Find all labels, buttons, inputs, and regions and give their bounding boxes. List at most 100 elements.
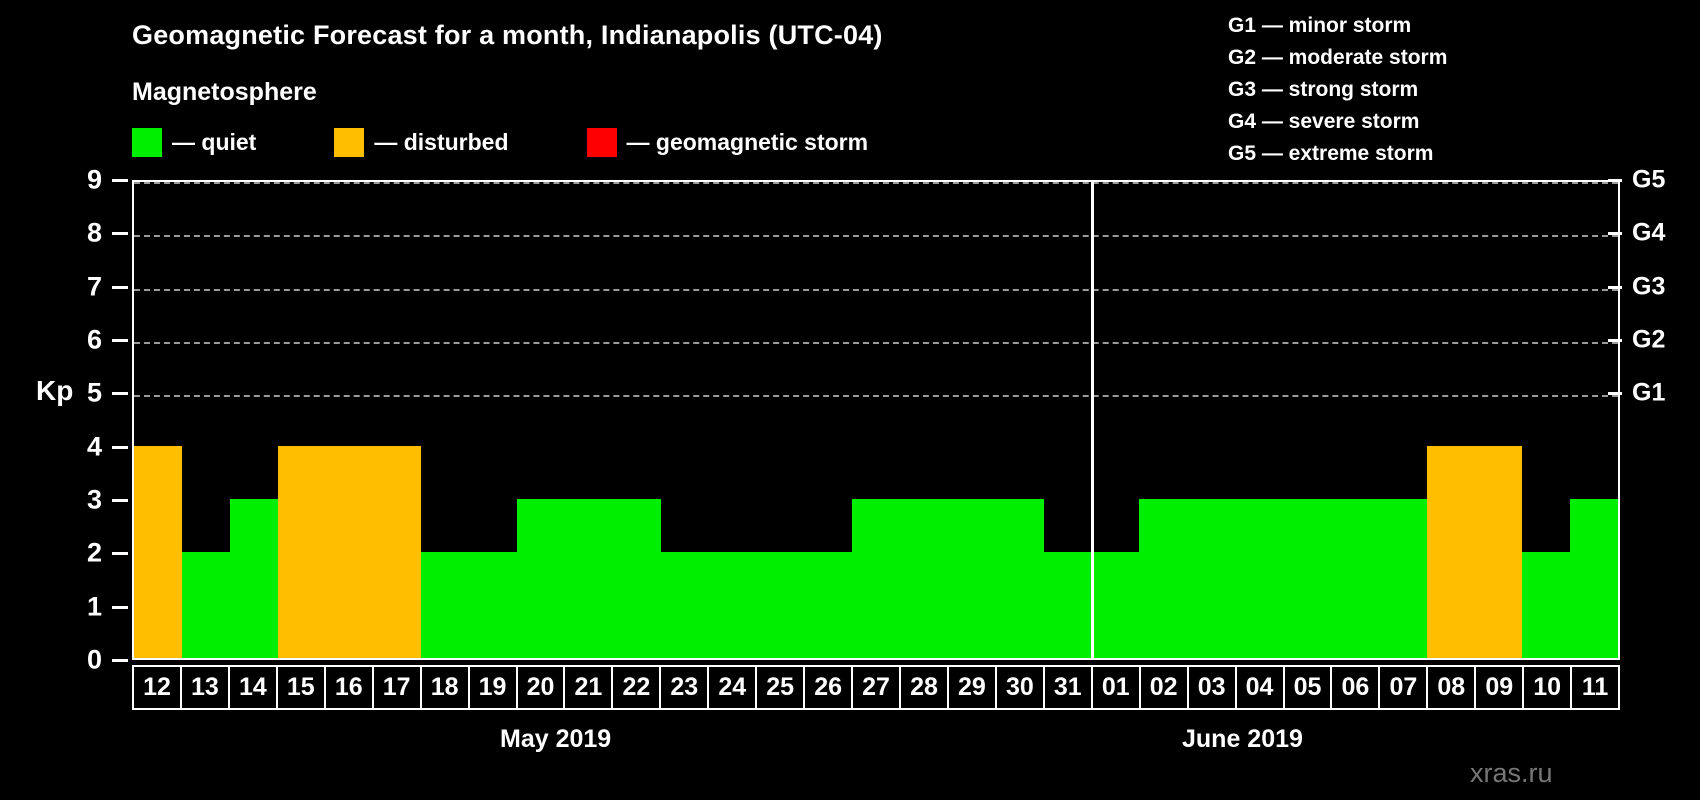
legend: — quiet — disturbed — geomagnetic storm — [132, 127, 868, 157]
right-tick-mark-g3 — [1608, 285, 1622, 289]
storm-scale-line-g1: G1 — minor storm — [1228, 14, 1412, 37]
bar-cell — [1283, 182, 1331, 658]
y-tick-label-1: 1 — [86, 591, 102, 622]
bar-cell — [1474, 182, 1523, 658]
date-cell-may-31[interactable]: 31 — [1045, 667, 1093, 708]
date-cell-june-01[interactable]: 01 — [1093, 667, 1141, 708]
y-tick-mark-6 — [112, 339, 128, 342]
bar-cell — [373, 182, 422, 658]
date-cell-may-13[interactable]: 13 — [182, 667, 230, 708]
y-tick-label-5: 5 — [86, 377, 102, 408]
y-tick-mark-2 — [112, 552, 128, 556]
date-cell-may-21[interactable]: 21 — [565, 667, 614, 708]
bar-cell — [134, 182, 182, 658]
date-cell-june-08[interactable]: 08 — [1428, 667, 1477, 708]
bar-june-04 — [1235, 499, 1283, 658]
date-cell-june-02[interactable]: 02 — [1141, 667, 1189, 708]
legend-swatch-disturbed — [334, 127, 365, 157]
date-cell-may-22[interactable]: 22 — [613, 667, 662, 708]
watermark: xras.ru — [1470, 758, 1553, 788]
y-tick-mark-9 — [112, 179, 128, 182]
bar-june-09 — [1474, 446, 1523, 658]
bar-cell — [756, 182, 805, 658]
page-title: Geomagnetic Forecast for a month, Indian… — [132, 20, 883, 50]
bar-june-11 — [1570, 499, 1619, 658]
bar-series — [134, 182, 1619, 658]
date-cell-june-11[interactable]: 11 — [1581, 673, 1609, 701]
date-cell-may-25[interactable]: 25 — [757, 667, 806, 708]
date-cell-june-05[interactable]: 05 — [1285, 667, 1333, 708]
date-cell-may-24[interactable]: 24 — [709, 667, 758, 708]
month-label-june: June 2019 — [1182, 725, 1303, 753]
y-tick-mark-4 — [112, 445, 128, 449]
right-tick-mark-g1 — [1608, 392, 1622, 396]
y-tick-label-8: 8 — [86, 217, 102, 248]
y-tick-label-9: 9 — [86, 164, 102, 195]
date-cell-june-09[interactable]: 09 — [1476, 667, 1525, 708]
bar-may-15 — [277, 446, 326, 658]
date-cell-may-15[interactable]: 15 — [278, 667, 326, 708]
date-cell-may-19[interactable]: 19 — [470, 667, 518, 708]
bar-june-07 — [1378, 499, 1427, 658]
bar-june-05 — [1283, 499, 1331, 658]
date-cell-may-27[interactable]: 27 — [853, 667, 901, 708]
date-cell-may-29[interactable]: 29 — [949, 667, 997, 708]
bar-cell — [1522, 182, 1571, 658]
storm-scale-key: G1 — minor storm G2 — moderate storm G3 — … — [1228, 10, 1447, 170]
gridline-kp-5 — [134, 395, 1618, 398]
date-cell-may-30[interactable]: 30 — [997, 667, 1045, 708]
bar-cell — [708, 182, 757, 658]
date-cell-june-07[interactable]: 07 — [1380, 667, 1429, 708]
y-tick-mark-0 — [112, 659, 128, 662]
date-cell-june-06[interactable]: 06 — [1332, 667, 1381, 708]
right-tick-label-g3: G3 — [1632, 272, 1666, 301]
storm-scale-line-g3: G3 — strong storm — [1228, 78, 1419, 101]
y-tick-label-6: 6 — [86, 324, 102, 355]
date-cell-may-23[interactable]: 23 — [661, 667, 710, 708]
bar-june-02 — [1139, 499, 1188, 658]
bar-may-30 — [995, 499, 1044, 658]
bar-may-13 — [181, 552, 230, 658]
y-tick-label-2: 2 — [86, 537, 102, 568]
date-cell-may-26[interactable]: 26 — [805, 667, 854, 708]
y-axis-title: Kp — [36, 375, 74, 406]
bar-june-03 — [1187, 499, 1236, 658]
date-cell-may-28[interactable]: 28 — [901, 667, 949, 708]
y-tick-mark-7 — [112, 285, 128, 289]
bar-cell — [947, 182, 996, 658]
date-cell-may-17[interactable]: 17 — [374, 667, 422, 708]
date-cell-may-20[interactable]: 20 — [518, 667, 566, 708]
bar-cell — [995, 182, 1044, 658]
right-tick-mark-g4 — [1608, 232, 1622, 236]
bar-may-22 — [612, 499, 661, 658]
bar-cell — [1091, 182, 1140, 658]
y-axis: 0 1 2 3 4 5 6 7 8 9 — [0, 165, 132, 675]
date-cell-june-03[interactable]: 03 — [1189, 667, 1237, 708]
y-tick-label-3: 3 — [86, 484, 102, 515]
bar-june-08 — [1426, 446, 1475, 658]
date-cell-may-14[interactable]: 14 — [230, 667, 278, 708]
bar-cell — [612, 182, 661, 658]
legend-item-quiet: — quiet — [132, 127, 256, 157]
date-cell-may-16[interactable]: 16 — [326, 667, 374, 708]
right-tick-mark-g2 — [1608, 339, 1622, 342]
bar-may-12 — [134, 446, 182, 658]
date-cell-june-04[interactable]: 04 — [1237, 667, 1285, 708]
y-tick-label-4: 4 — [86, 431, 102, 462]
right-tick-label-g2: G2 — [1632, 325, 1666, 354]
right-tick-label-g1: G1 — [1632, 378, 1666, 407]
date-cell-may-18[interactable]: 18 — [422, 667, 470, 708]
date-cell-may-12[interactable]: 12 — [134, 667, 182, 708]
bar-june-01 — [1091, 552, 1140, 658]
bar-cell — [1330, 182, 1379, 658]
storm-scale-line-g2: G2 — moderate storm — [1228, 46, 1448, 69]
right-axis-storm-scale: G1 G2 G3 G4 G5 — [1608, 166, 1700, 660]
gridline-kp-7 — [134, 288, 1618, 291]
bar-cell — [660, 182, 709, 658]
legend-label-disturbed: — disturbed — [374, 128, 509, 155]
legend-swatch-storm — [586, 127, 617, 157]
bar-may-29 — [947, 499, 996, 658]
date-cell-june-10[interactable]: 10 — [1524, 667, 1573, 708]
bar-cell — [277, 182, 326, 658]
bar-may-23 — [660, 552, 709, 658]
